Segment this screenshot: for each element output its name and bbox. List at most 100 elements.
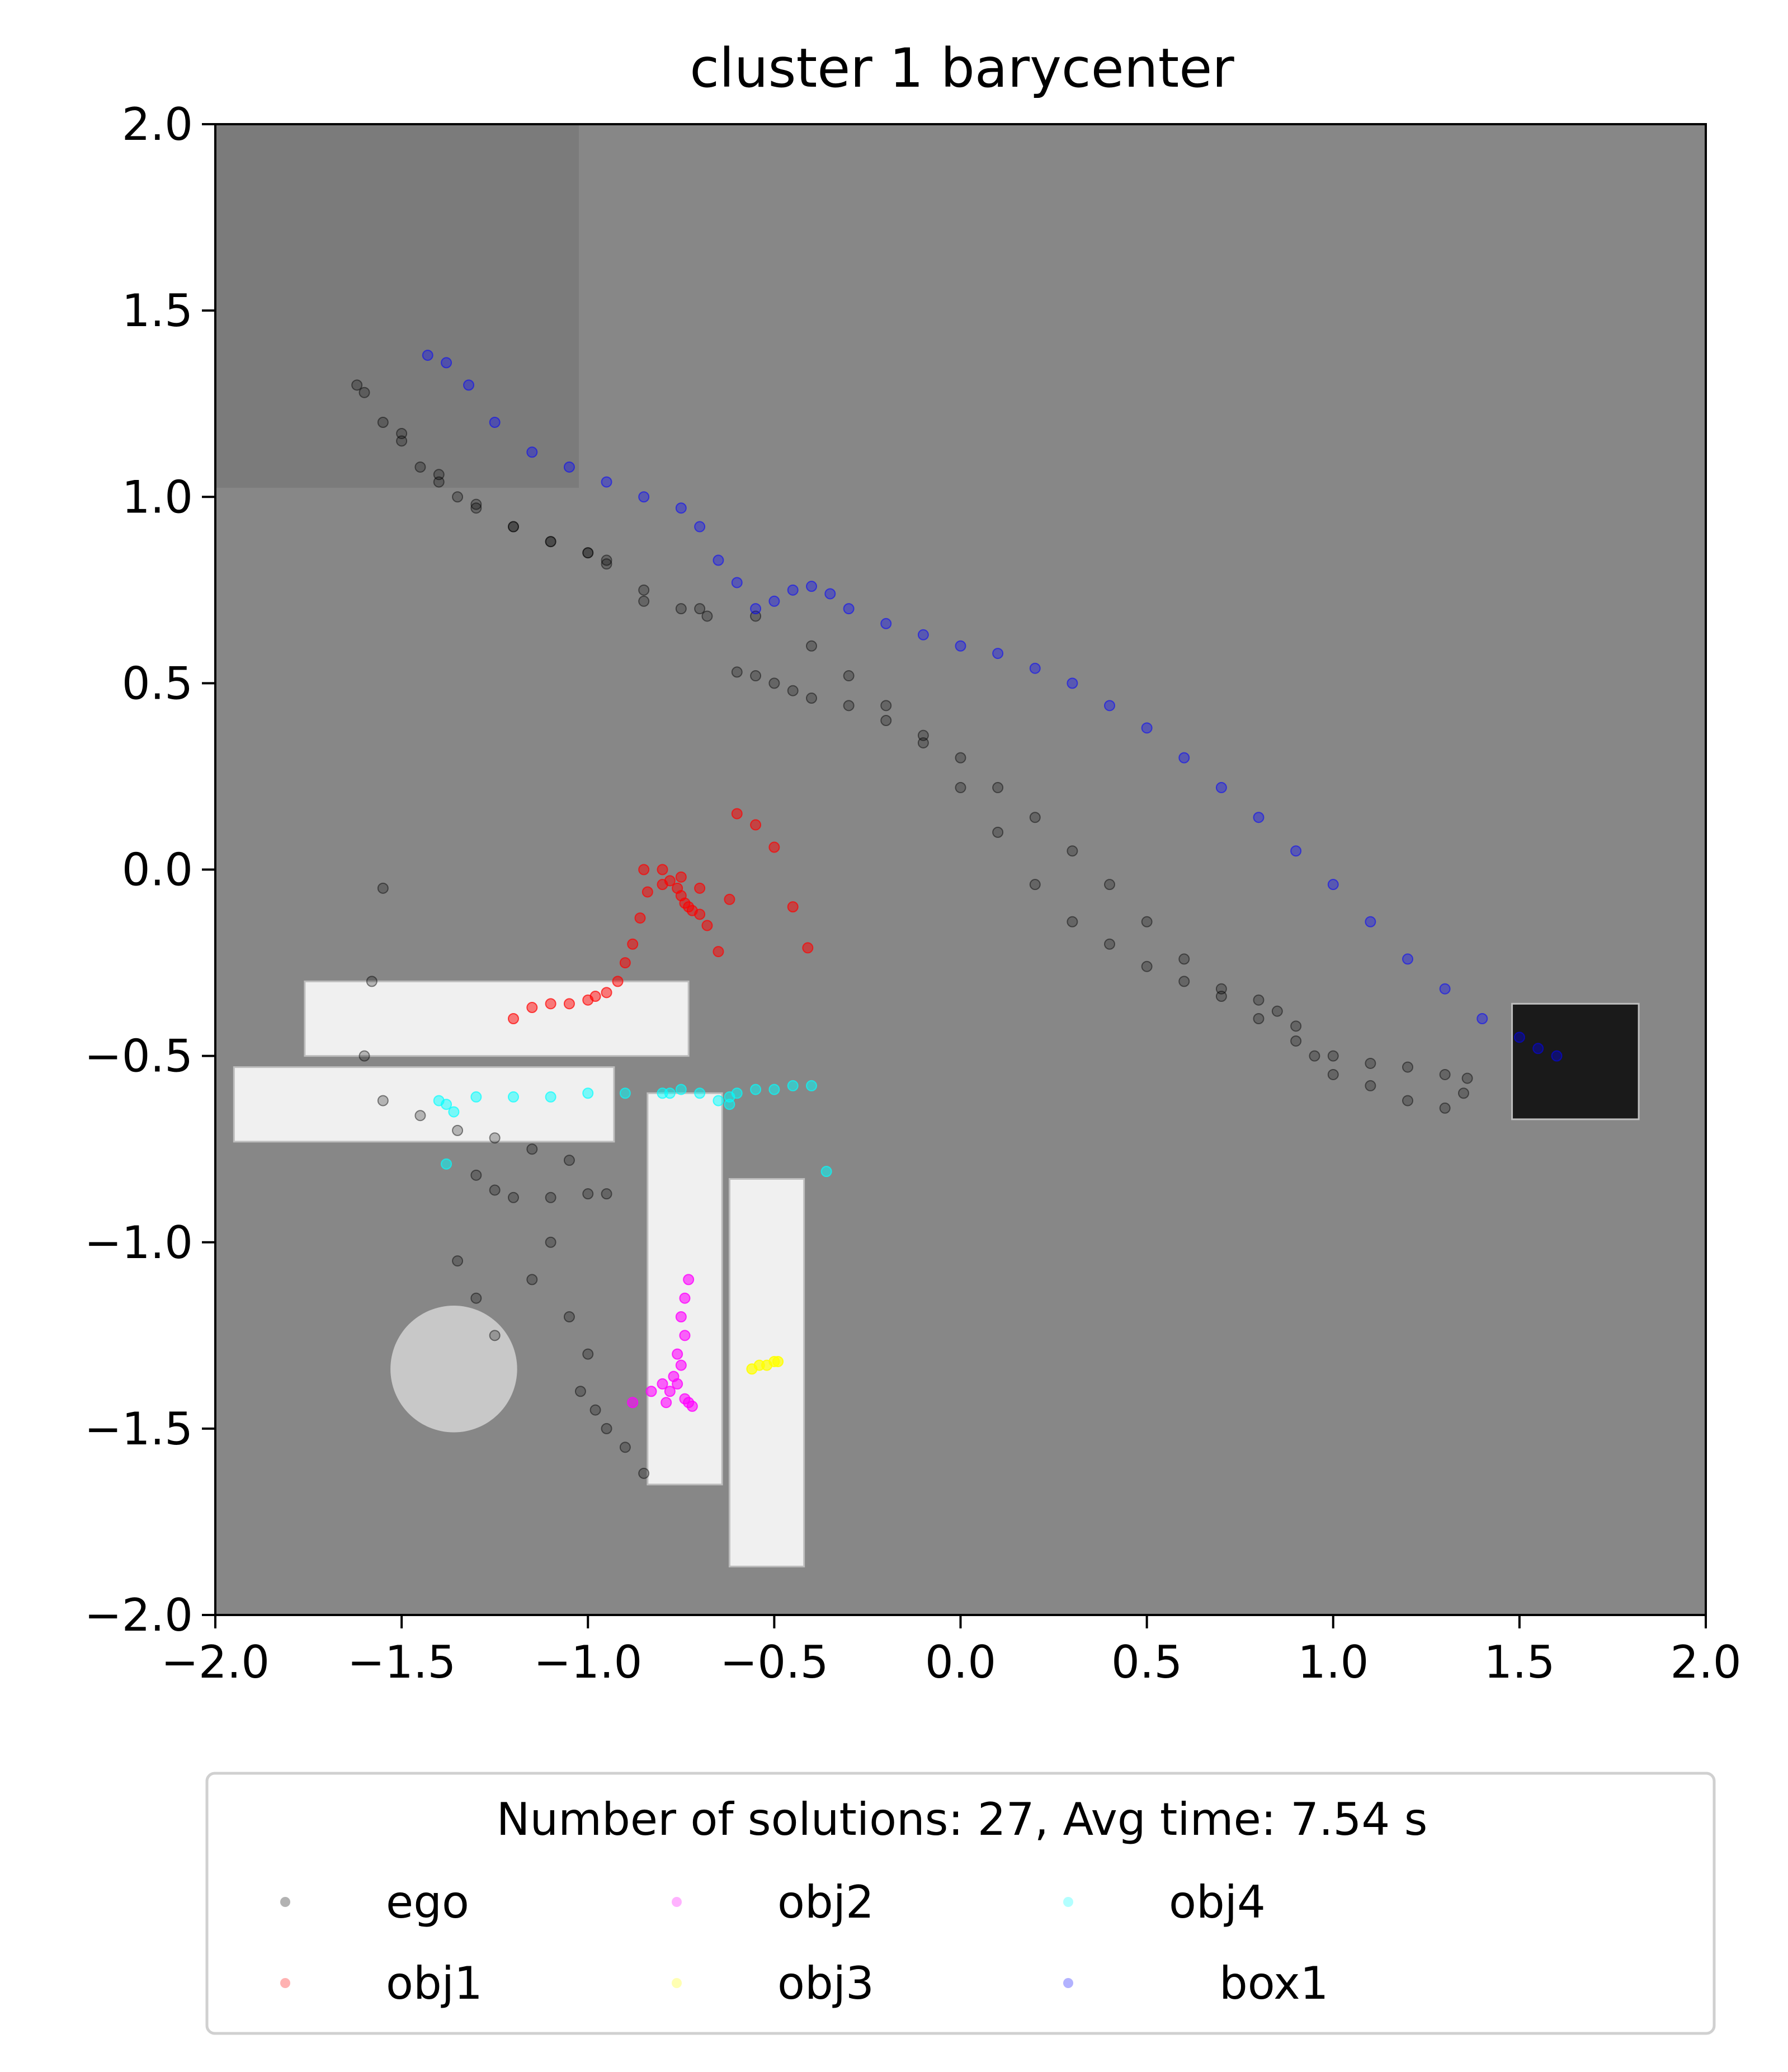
- point-ego: [768, 677, 780, 689]
- point-ego: [601, 554, 612, 566]
- point-ego: [582, 1348, 594, 1360]
- point-ego: [470, 498, 482, 510]
- point-obj4: [713, 1095, 724, 1106]
- point-ego: [526, 1274, 538, 1285]
- point-obj1: [634, 912, 646, 924]
- point-obj1: [563, 998, 575, 1010]
- point-ego: [489, 1132, 501, 1144]
- point-obj1: [526, 1002, 538, 1014]
- point-ego: [582, 547, 594, 559]
- scene-corner-shade: [215, 124, 579, 488]
- point-obj2: [661, 1397, 672, 1409]
- point-box1: [638, 491, 650, 503]
- point-box1: [1365, 916, 1376, 927]
- legend-item-box1: box1: [1063, 1957, 1329, 2009]
- point-ego: [601, 558, 612, 570]
- point-ego: [701, 610, 713, 622]
- point-ego: [489, 1330, 501, 1341]
- point-box1: [955, 640, 966, 652]
- point-obj1: [638, 864, 650, 875]
- point-ego: [1290, 1020, 1302, 1032]
- series-obj4: [433, 1080, 832, 1178]
- point-ego: [880, 700, 892, 712]
- point-ego: [787, 685, 799, 696]
- point-box1: [1178, 752, 1190, 764]
- point-ego: [508, 521, 519, 533]
- point-ego: [452, 1124, 464, 1136]
- point-ego: [377, 417, 389, 428]
- point-box1: [422, 350, 433, 361]
- point-ego: [955, 781, 966, 793]
- point-ego: [433, 476, 445, 488]
- point-ego: [1253, 1013, 1265, 1024]
- point-ego: [452, 1255, 464, 1267]
- point-obj2: [672, 1378, 683, 1390]
- point-ego: [1029, 812, 1041, 823]
- obstacles-layer: [233, 980, 1640, 1567]
- point-obj1: [724, 893, 735, 905]
- x-tick-label: −0.5: [720, 1636, 828, 1688]
- point-ego: [470, 1292, 482, 1304]
- legend-title: Number of solutions: 27, Avg time: 7.54 …: [497, 1793, 1428, 1845]
- point-ego: [574, 1386, 586, 1397]
- point-box1: [1215, 781, 1227, 793]
- point-box1: [563, 461, 575, 473]
- legend-label-obj3: obj3: [777, 1957, 874, 2009]
- point-ego: [1309, 1050, 1320, 1062]
- x-tick-label: 0.0: [925, 1636, 996, 1688]
- point-obj3: [772, 1355, 784, 1367]
- point-ego: [638, 595, 650, 607]
- point-obj1: [768, 841, 780, 853]
- legend-label-obj4: obj4: [1169, 1876, 1266, 1928]
- point-obj1: [627, 938, 639, 950]
- point-obj2: [679, 1330, 691, 1341]
- point-obj1: [701, 920, 713, 931]
- point-ego: [880, 715, 892, 726]
- obstacle-5: [1511, 1002, 1640, 1120]
- point-obj1: [589, 991, 601, 1002]
- legend-label-obj1: obj1: [386, 1957, 483, 2009]
- point-ego: [470, 502, 482, 514]
- legend-marker-obj4: [1063, 1897, 1073, 1907]
- point-obj4: [731, 1087, 743, 1099]
- point-ego: [731, 666, 743, 678]
- legend-label-obj2: obj2: [777, 1876, 874, 1928]
- point-ego: [582, 1188, 594, 1200]
- point-ego: [1067, 916, 1078, 927]
- point-box1: [526, 446, 538, 458]
- point-ego: [414, 461, 426, 473]
- point-ego: [563, 1155, 575, 1166]
- point-obj1: [508, 1013, 519, 1024]
- legend: Number of solutions: 27, Avg time: 7.54 …: [205, 1772, 1716, 2035]
- point-ego: [638, 584, 650, 596]
- series-box1: [422, 350, 1563, 1062]
- obstacle-4: [390, 1306, 517, 1433]
- point-box1: [787, 584, 799, 596]
- point-ego: [1067, 845, 1078, 857]
- point-ego: [992, 781, 1004, 793]
- x-tick-label: −2.0: [161, 1636, 270, 1688]
- point-ego: [1104, 879, 1115, 891]
- point-obj2: [664, 1386, 676, 1397]
- legend-marker-ego: [280, 1897, 290, 1907]
- x-tick-label: −1.5: [347, 1636, 456, 1688]
- point-ego: [452, 491, 464, 503]
- point-ego: [1141, 916, 1153, 927]
- legend-label-box1: box1: [1219, 1957, 1329, 2009]
- legend-entries: ego obj1 obj2 obj3 obj4 box1: [280, 1876, 1329, 2009]
- point-obj1: [787, 901, 799, 913]
- point-obj4: [441, 1158, 452, 1170]
- point-ego: [694, 603, 706, 615]
- point-box1: [768, 595, 780, 607]
- point-obj4: [820, 1166, 832, 1178]
- point-ego: [366, 976, 378, 987]
- series-layer: [351, 350, 1563, 1479]
- point-obj4: [806, 1080, 817, 1091]
- point-box1: [1290, 845, 1302, 857]
- y-tick-label: 0.5: [122, 657, 193, 709]
- point-ego: [1365, 1057, 1376, 1069]
- point-ego: [1402, 1095, 1413, 1106]
- point-obj4: [441, 1099, 452, 1110]
- point-box1: [1476, 1013, 1488, 1024]
